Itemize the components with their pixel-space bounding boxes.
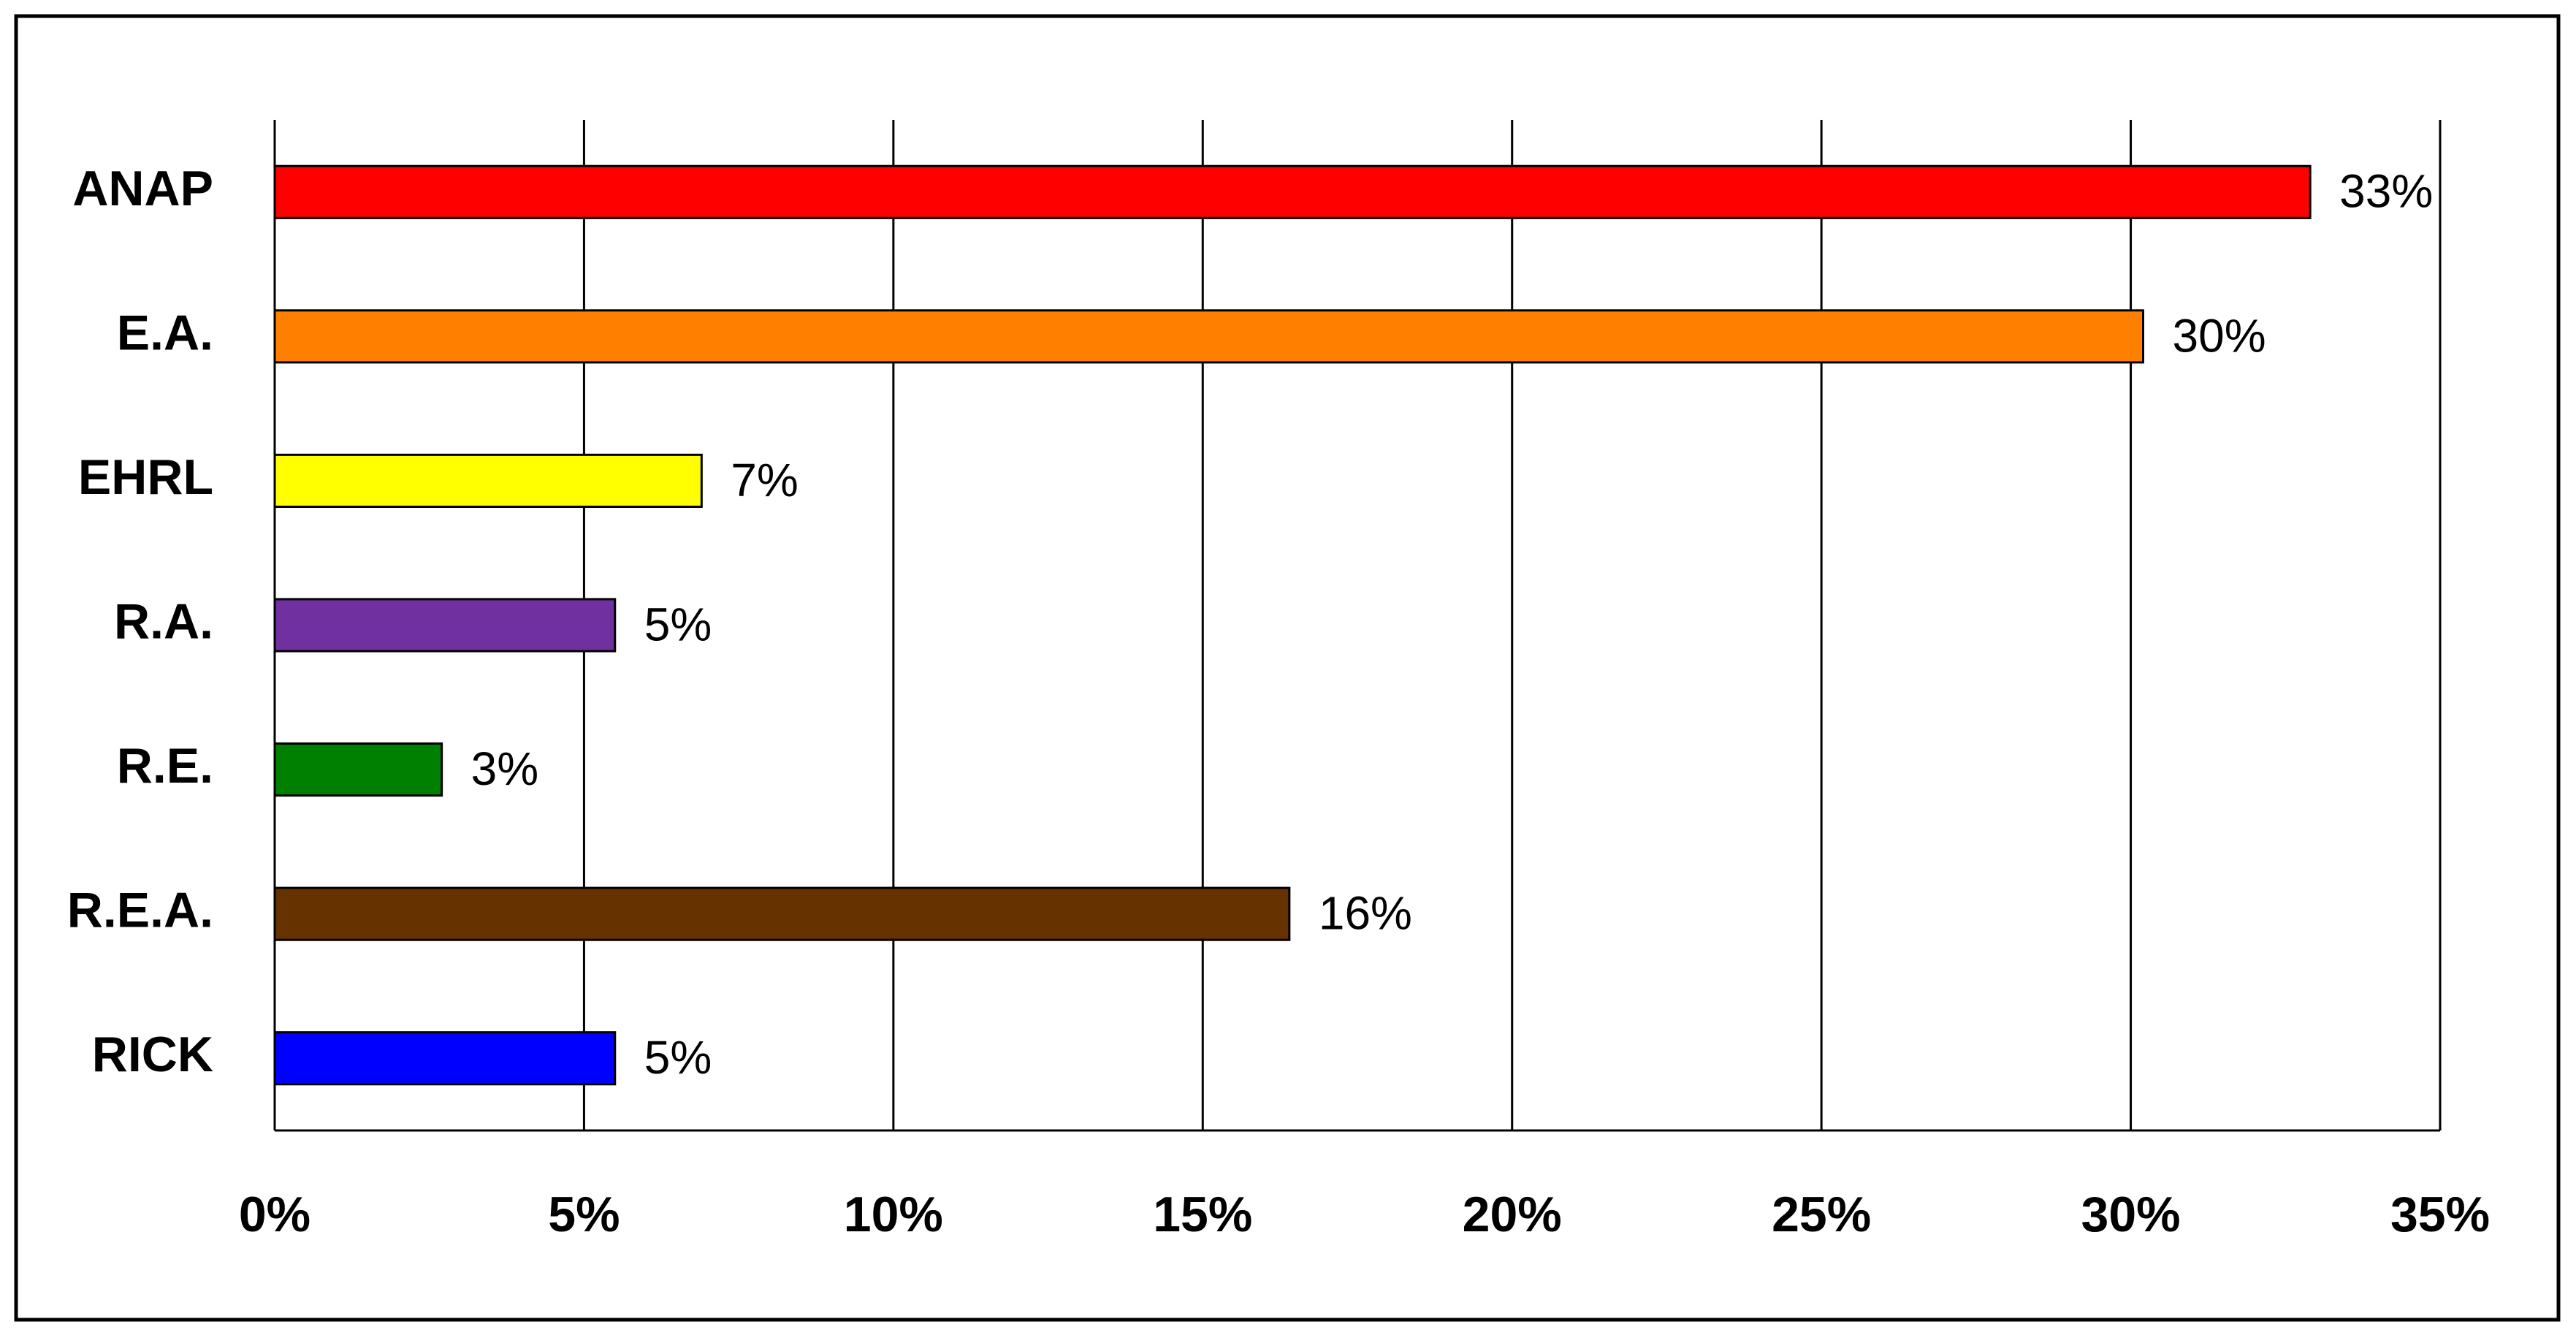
bar: [273, 598, 617, 653]
x-tick-label: 35%: [2390, 1187, 2490, 1242]
bar: [273, 164, 2312, 219]
y-tick-label: RICK: [92, 1027, 213, 1082]
value-label: 30%: [2173, 309, 2266, 362]
x-tick-label: 5%: [548, 1187, 620, 1242]
bar: [273, 1031, 617, 1086]
y-tick-label: R.A.: [114, 593, 213, 649]
y-tick-label: R.E.: [117, 738, 213, 794]
value-label: 16%: [1319, 887, 1412, 940]
x-tick-label: 0%: [239, 1187, 310, 1242]
value-label: 5%: [644, 1031, 712, 1084]
x-tick-label: 20%: [1463, 1187, 1562, 1242]
bar: [273, 453, 703, 508]
bar: [273, 886, 1291, 941]
y-tick-label: R.E.A.: [67, 883, 213, 938]
value-label: 7%: [731, 454, 799, 506]
x-tick-label: 10%: [844, 1187, 943, 1242]
bar: [273, 742, 443, 797]
y-tick-label: EHRL: [78, 449, 213, 505]
value-label: 5%: [644, 598, 712, 650]
bar: [273, 309, 2145, 364]
x-tick-label: 25%: [1772, 1187, 1871, 1242]
y-tick-label: ANAP: [72, 161, 213, 216]
x-tick-label: 15%: [1153, 1187, 1252, 1242]
x-tick-label: 30%: [2081, 1187, 2181, 1242]
value-label: 33%: [2339, 165, 2433, 218]
chart-border: [14, 14, 2561, 1322]
y-tick-label: E.A.: [117, 305, 213, 360]
value-label: 3%: [471, 742, 539, 795]
